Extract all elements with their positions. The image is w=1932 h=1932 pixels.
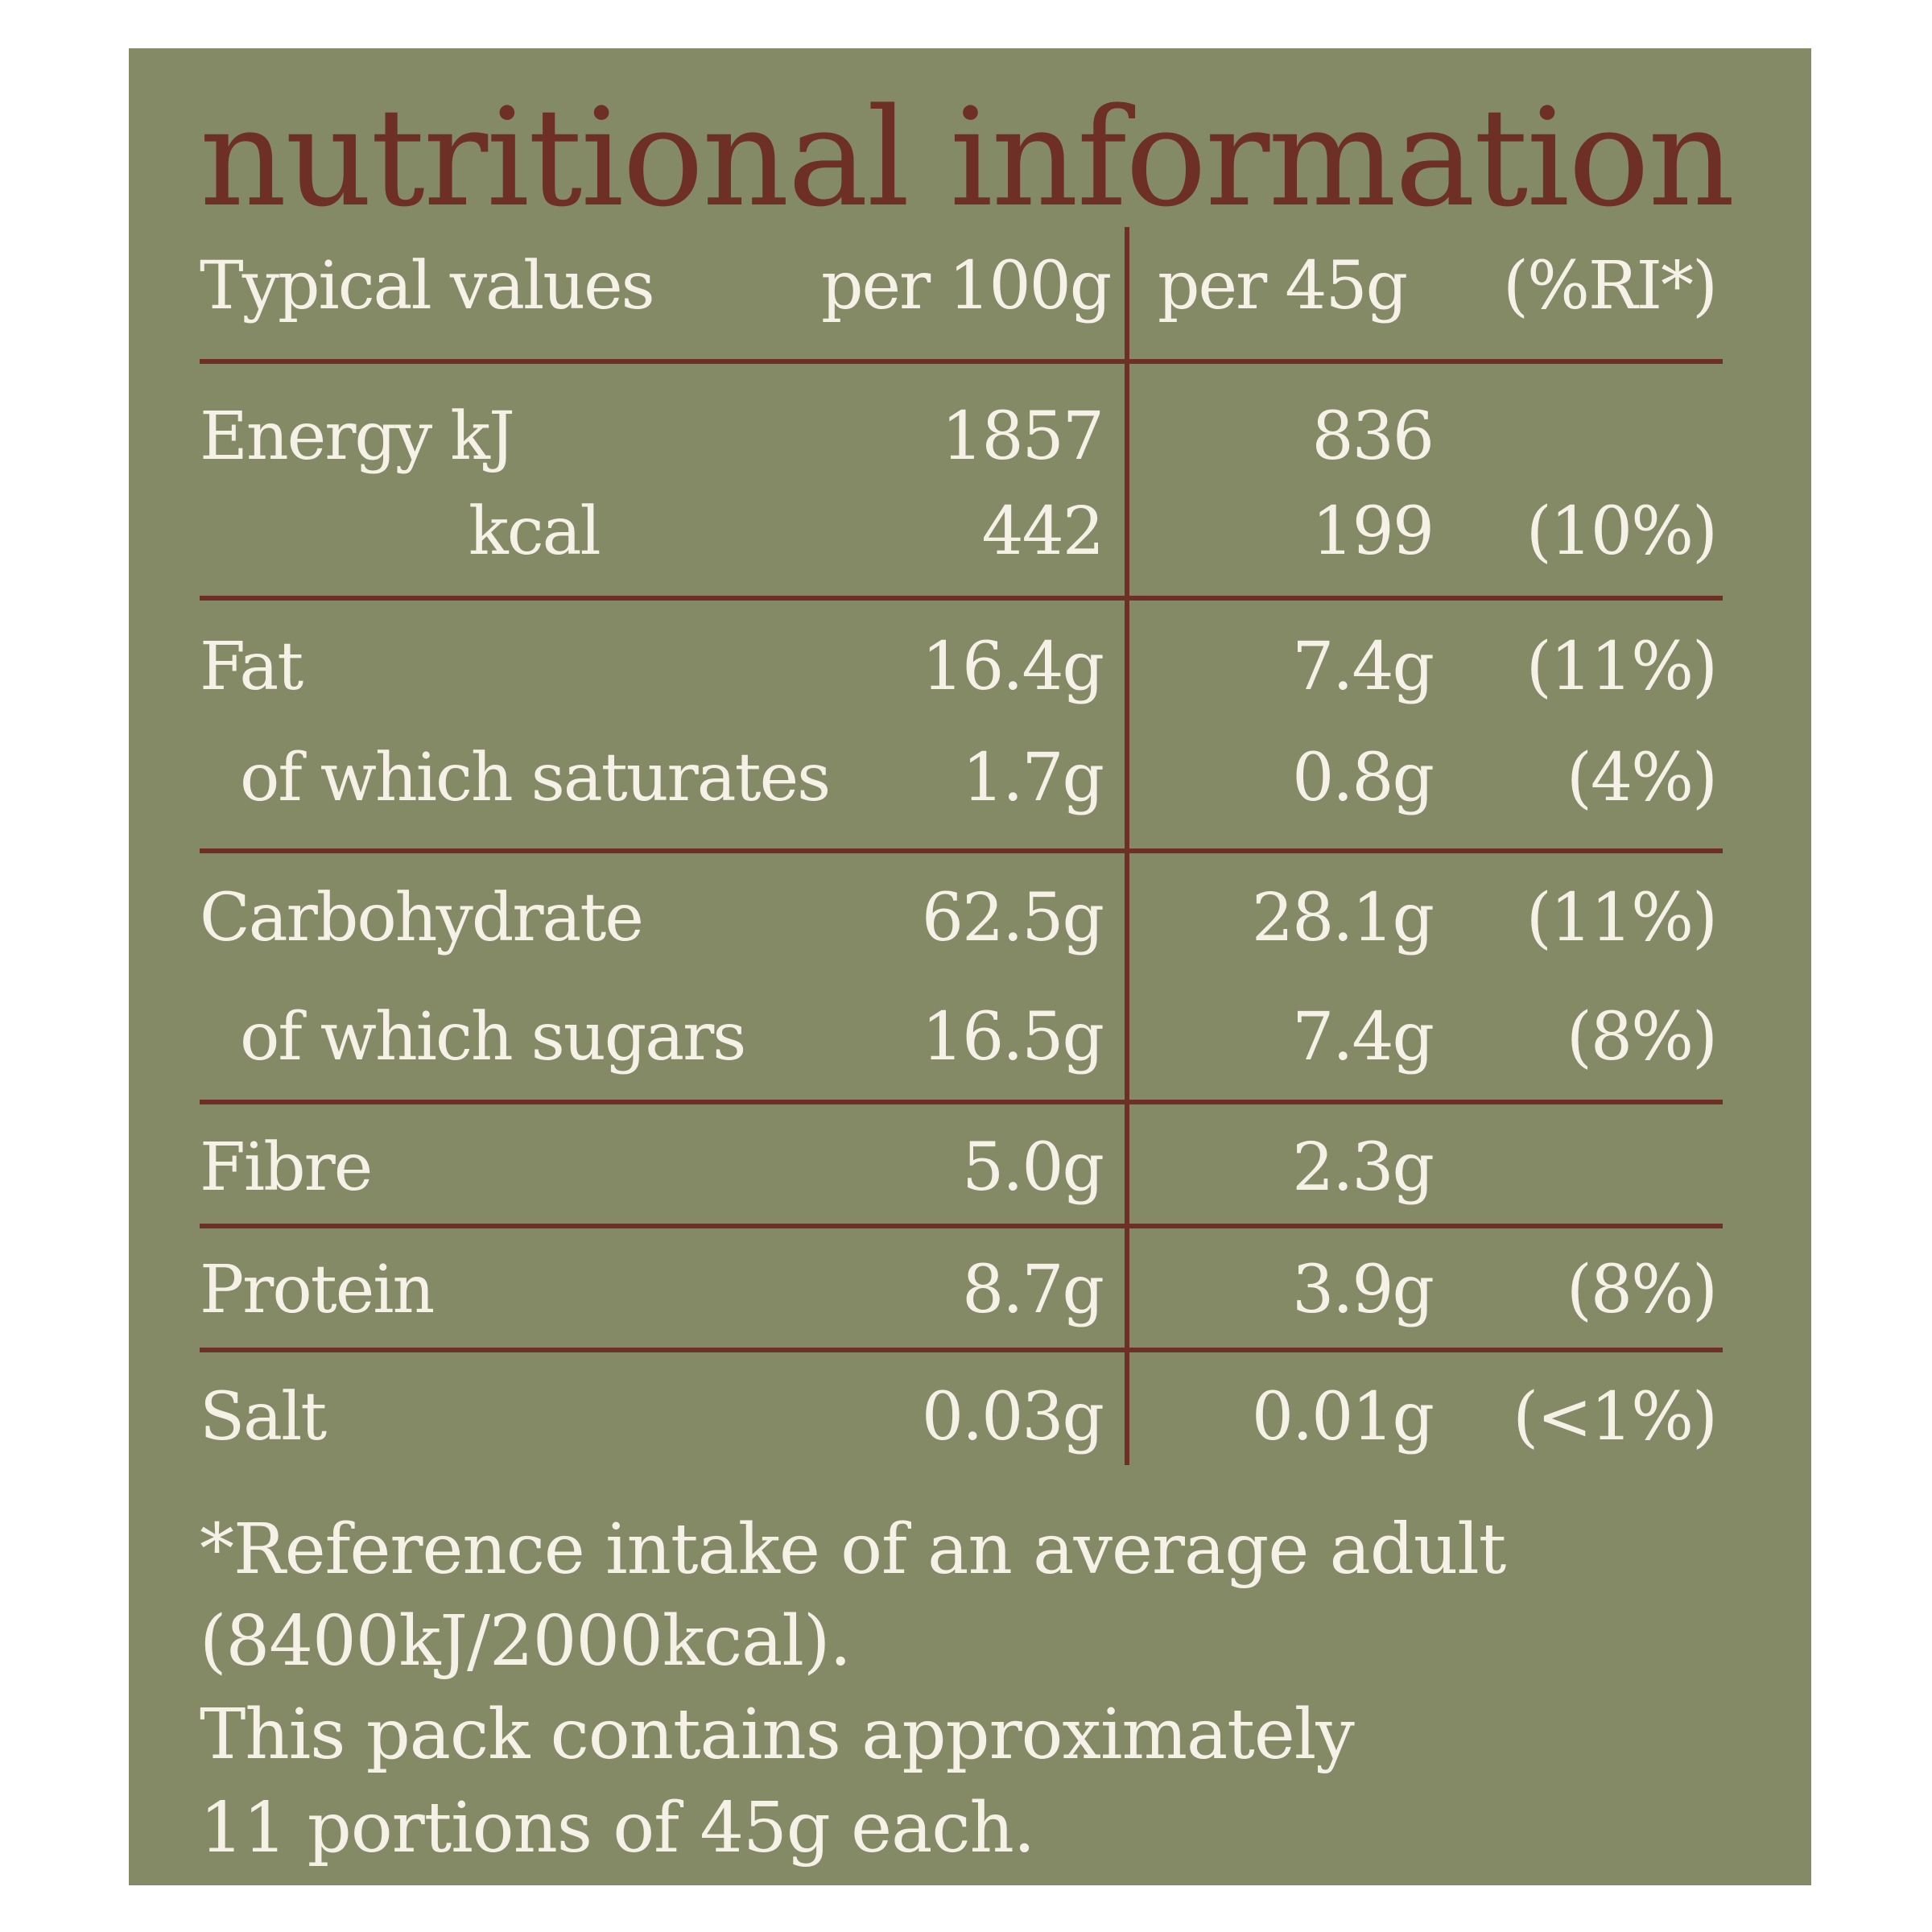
- row-per100: 5.0g: [962, 1129, 1104, 1206]
- row-per45: 836: [1311, 398, 1435, 475]
- column-divider: [1125, 227, 1129, 1465]
- row-per100: 1.7g: [962, 740, 1104, 816]
- row-label: Salt: [200, 1379, 327, 1455]
- row-per45: 2.3g: [1292, 1129, 1435, 1206]
- row-per100: 62.5g: [921, 880, 1104, 956]
- row-per100: 1857: [941, 398, 1104, 475]
- footnote-line: *Reference intake of an average adult: [200, 1509, 1506, 1590]
- row-per100: 442: [981, 493, 1104, 570]
- row-per45: 28.1g: [1251, 880, 1435, 956]
- header-per100: per 100g: [821, 248, 1112, 324]
- header-per45: per 45g: [1158, 248, 1408, 324]
- row-per100: 0.03g: [921, 1379, 1104, 1455]
- header-ri: (%RI*): [1502, 248, 1718, 324]
- row-label: Energy kJ: [200, 398, 515, 475]
- row-per100: 16.5g: [921, 999, 1104, 1075]
- row-ri: (4%): [1566, 740, 1718, 816]
- row-ri: (10%): [1525, 493, 1718, 570]
- divider-line: [200, 1224, 1723, 1228]
- row-label: Fat: [200, 629, 303, 705]
- page-title: nutritional information: [200, 79, 1735, 237]
- row-per100: 16.4g: [921, 629, 1104, 705]
- row-per45: 7.4g: [1292, 629, 1435, 705]
- footnote-line: 11 portions of 45g each.: [200, 1788, 1035, 1868]
- row-per100: 8.7g: [962, 1252, 1104, 1328]
- row-ri: (8%): [1566, 999, 1718, 1075]
- divider-line: [200, 596, 1723, 601]
- divider-line: [200, 1100, 1723, 1104]
- row-label: of which saturates: [240, 740, 831, 816]
- row-ri: (11%): [1525, 880, 1718, 956]
- row-ri: (8%): [1566, 1252, 1718, 1328]
- nutrition-panel: nutritional information Typical values p…: [129, 48, 1811, 1885]
- row-per45: 0.01g: [1251, 1379, 1435, 1455]
- divider-line: [200, 848, 1723, 853]
- footnote-line: (8400kJ/2000kcal).: [200, 1601, 852, 1682]
- row-per45: 7.4g: [1292, 999, 1435, 1075]
- row-label: kcal: [469, 493, 601, 570]
- row-ri: (<1%): [1513, 1379, 1718, 1455]
- row-per45: 3.9g: [1292, 1252, 1435, 1328]
- row-per45: 0.8g: [1292, 740, 1435, 816]
- footnote-line: This pack contains approximately: [200, 1695, 1355, 1775]
- row-label: of which sugars: [240, 999, 746, 1075]
- row-ri: (11%): [1525, 629, 1718, 705]
- row-label: Protein: [200, 1252, 435, 1328]
- row-per45: 199: [1311, 493, 1435, 570]
- row-label: Carbohydrate: [200, 880, 644, 956]
- header-label: Typical values: [200, 248, 655, 324]
- divider-line: [200, 1348, 1723, 1352]
- row-label: Fibre: [200, 1129, 373, 1206]
- divider-line: [200, 359, 1723, 364]
